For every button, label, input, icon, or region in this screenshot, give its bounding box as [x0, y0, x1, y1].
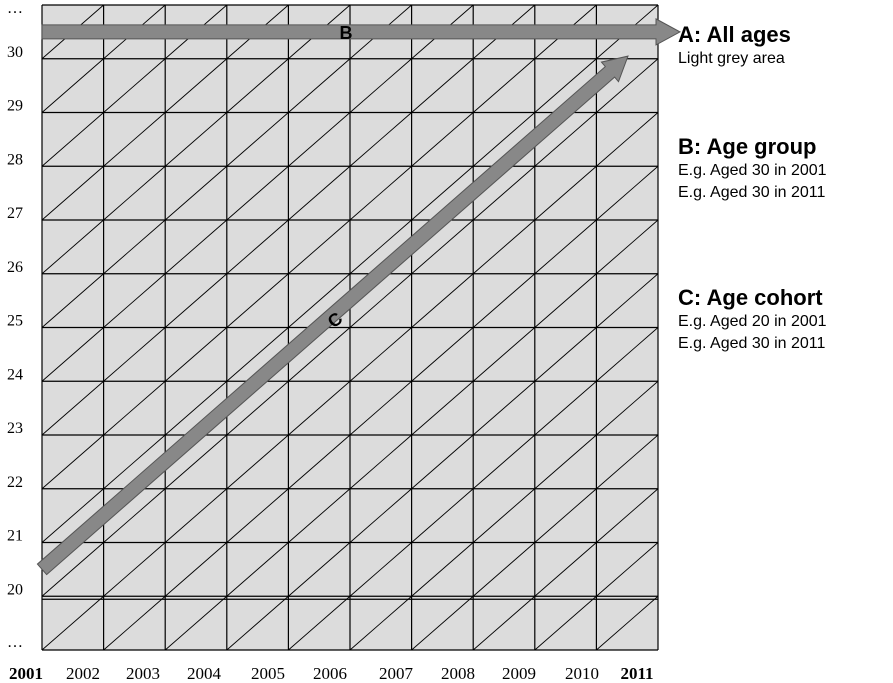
x-tick-label: 2011: [620, 664, 653, 683]
y-tick-label: 26: [7, 259, 23, 276]
y-tick-label: 20: [7, 581, 23, 598]
x-axis-labels: 2001 2002 2003 2004 2005 2006 2007 2008 2009 2010…: [9, 664, 654, 683]
x-tick-label: 2009: [502, 664, 536, 683]
y-tick-label: 21: [7, 528, 23, 545]
y-tick-label: 24: [7, 366, 23, 383]
x-tick-label: 2007: [379, 664, 414, 683]
legend-title-age-group: B: Age group: [678, 134, 893, 160]
y-axis-labels: … 20 21 22 23 24 25 26 27 28 29 30 …: [7, 0, 23, 651]
legend-line: E.g. Aged 30 in 2011: [678, 333, 893, 355]
x-tick-label: 2002: [66, 664, 100, 683]
x-tick-label: 2005: [251, 664, 285, 683]
legend-line: E.g. Aged 30 in 2011: [678, 182, 893, 204]
legend-title-all-ages: A: All ages: [678, 22, 893, 48]
y-tick-label: 30: [7, 44, 23, 61]
legend-title-age-cohort: C: Age cohort: [678, 285, 893, 311]
y-tick-label: 23: [7, 420, 23, 437]
legend-age-cohort: C: Age cohort E.g. Aged 20 in 2001 E.g. …: [678, 285, 893, 355]
legend-age-group: B: Age group E.g. Aged 30 in 2001 E.g. A…: [678, 134, 893, 204]
x-tick-label: 2010: [565, 664, 599, 683]
y-tick-label: 28: [7, 151, 23, 168]
legend-all-ages: A: All ages Light grey area: [678, 22, 893, 70]
x-tick-label: 2001: [9, 664, 43, 683]
x-tick-label: 2003: [126, 664, 160, 683]
legend-line: E.g. Aged 30 in 2001: [678, 160, 893, 182]
x-tick-label: 2004: [187, 664, 222, 683]
x-tick-label: 2006: [313, 664, 347, 683]
legend-line: Light grey area: [678, 48, 893, 70]
arrow-label-b: B: [340, 23, 353, 43]
y-tick-label: 22: [7, 474, 23, 491]
y-tick-label: …: [7, 0, 23, 17]
y-tick-label: 29: [7, 98, 23, 115]
y-tick-label: 27: [7, 205, 23, 222]
y-tick-label: …: [7, 634, 23, 651]
legend-line: E.g. Aged 20 in 2001: [678, 311, 893, 333]
y-tick-label: 25: [7, 313, 23, 330]
x-tick-label: 2008: [441, 664, 475, 683]
